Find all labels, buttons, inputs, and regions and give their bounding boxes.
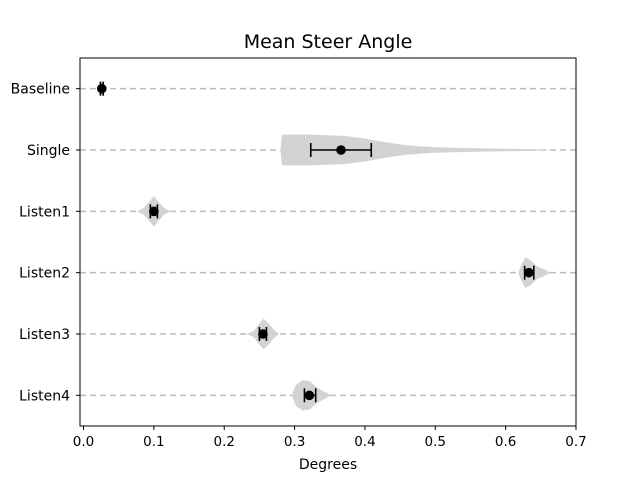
x-tick-label-0.2: 0.2 (213, 434, 234, 450)
x-tick-label-0.1: 0.1 (143, 434, 164, 450)
plot-frame (79, 57, 577, 427)
x-tick-label-0.0: 0.0 (73, 434, 94, 450)
y-tick-label-listen4: Listen4 (19, 388, 70, 404)
x-tick-label-0.5: 0.5 (425, 434, 446, 450)
mean-point-layer (97, 83, 534, 401)
x-tick-layer: 0.0 0.1 0.2 0.3 0.4 0.5 0.6 0.7 (73, 426, 587, 450)
y-tick-layer: Baseline Single Listen1 Listen2 Listen3 Liste… (11, 82, 80, 404)
x-tick-label-0.4: 0.4 (354, 434, 375, 450)
mean-point-listen4 (304, 390, 315, 401)
y-tick-label-baseline: Baseline (11, 82, 70, 98)
y-tick-label-single: Single (27, 143, 70, 159)
mean-point-listen2 (524, 267, 534, 278)
x-tick-label-0.7: 0.7 (565, 434, 586, 450)
x-axis-label: Degrees (299, 457, 357, 473)
mean-point-listen1 (149, 206, 159, 217)
x-tick-label-0.6: 0.6 (495, 434, 516, 450)
mean-point-listen3 (258, 329, 268, 339)
mean-point-single (336, 145, 346, 155)
y-tick-label-listen3: Listen3 (19, 327, 70, 343)
y-tick-label-listen2: Listen2 (19, 266, 70, 282)
mean-point-baseline (97, 83, 107, 94)
violin-single (280, 134, 554, 166)
y-tick-label-listen1: Listen1 (19, 204, 70, 220)
x-tick-label-0.3: 0.3 (284, 434, 305, 450)
chart-title: Mean Steer Angle (244, 31, 413, 53)
